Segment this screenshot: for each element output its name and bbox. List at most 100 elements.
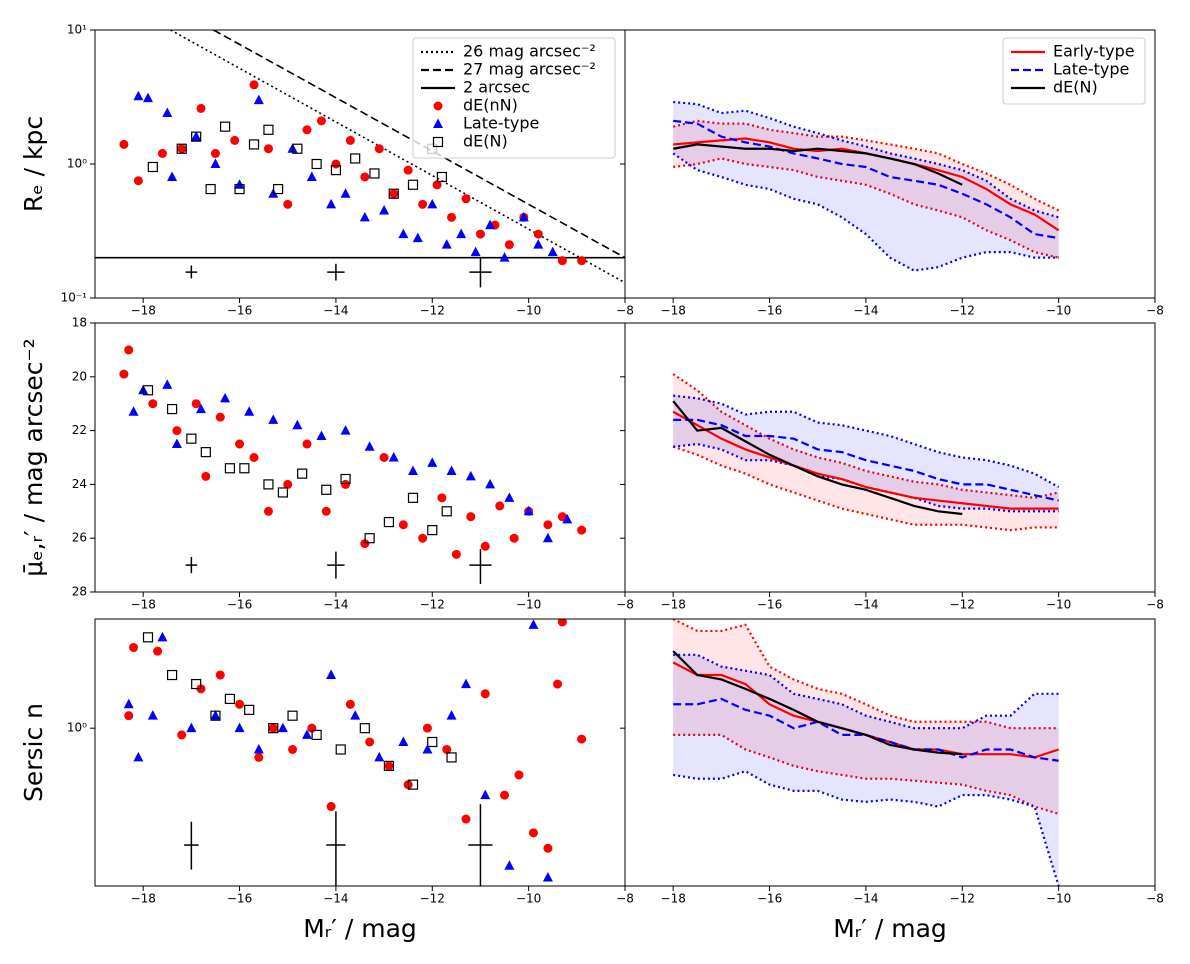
x-tick-label: −8 xyxy=(1146,598,1164,612)
x-tick-label: −16 xyxy=(227,598,252,612)
point xyxy=(215,670,225,680)
point xyxy=(123,698,134,709)
point xyxy=(215,412,225,422)
point xyxy=(509,533,519,543)
plot-area xyxy=(672,100,1060,272)
point xyxy=(466,512,476,522)
median-line xyxy=(673,418,1059,502)
x-tick-label: −10 xyxy=(516,304,541,318)
x-tick-label: −10 xyxy=(1046,304,1071,318)
y-tick-label: 28 xyxy=(72,585,87,599)
x-tick-label: −14 xyxy=(853,304,878,318)
x-tick-label: −18 xyxy=(131,892,156,906)
x-tick-label: −16 xyxy=(757,598,782,612)
point xyxy=(124,711,134,721)
x-tick-label: −8 xyxy=(1146,892,1164,906)
x-tick-label: −12 xyxy=(420,892,445,906)
point xyxy=(340,188,351,198)
point xyxy=(495,501,505,511)
point xyxy=(359,211,370,222)
point xyxy=(364,441,375,451)
point xyxy=(147,710,158,720)
legend-label: Late-type xyxy=(463,114,539,133)
point xyxy=(330,165,342,176)
point xyxy=(166,403,178,415)
point xyxy=(533,229,543,239)
point xyxy=(398,228,409,239)
x-axis-label: Mᵣ′ / mag xyxy=(303,914,417,943)
plot-area xyxy=(123,619,587,886)
point xyxy=(143,92,153,103)
legend-box xyxy=(412,37,616,159)
point xyxy=(176,143,187,154)
y-tick-label: 26 xyxy=(72,531,87,545)
legend-label: Late-type xyxy=(1053,60,1129,79)
point xyxy=(480,541,490,551)
point xyxy=(407,492,419,503)
point xyxy=(427,198,438,209)
point xyxy=(403,165,413,175)
y-axis-label: Sersic n xyxy=(19,703,48,802)
point xyxy=(388,188,399,199)
point xyxy=(504,860,515,870)
point xyxy=(254,752,264,762)
y-axis-label: Rₑ / kpc xyxy=(19,116,48,212)
point xyxy=(166,669,178,681)
point xyxy=(210,710,221,720)
point xyxy=(248,139,260,150)
point xyxy=(142,385,154,396)
point xyxy=(220,392,231,403)
point xyxy=(379,453,389,462)
point xyxy=(359,723,370,734)
point xyxy=(499,252,510,262)
band xyxy=(673,120,1059,258)
band xyxy=(673,374,1059,531)
point xyxy=(288,744,298,754)
point xyxy=(326,198,337,209)
point xyxy=(383,516,395,528)
y-tick-label: 10⁰ xyxy=(67,721,87,735)
axes-frame xyxy=(94,322,626,593)
point xyxy=(283,479,293,489)
median-line xyxy=(672,410,1059,510)
point xyxy=(210,158,221,168)
point xyxy=(268,723,279,734)
point xyxy=(205,183,216,195)
point xyxy=(557,619,567,627)
point xyxy=(128,406,139,416)
point xyxy=(186,722,197,733)
x-tick-label: −16 xyxy=(757,892,782,906)
point xyxy=(277,487,289,498)
median-line xyxy=(672,143,963,186)
point xyxy=(447,212,457,222)
x-tick-label: −8 xyxy=(616,892,634,906)
x-tick-label: −14 xyxy=(323,304,348,318)
point xyxy=(147,161,158,173)
point xyxy=(360,172,370,182)
point xyxy=(340,473,351,485)
point xyxy=(311,729,322,741)
point xyxy=(350,710,361,720)
x-tick-label: −18 xyxy=(661,598,686,612)
x-tick-label: −8 xyxy=(616,304,634,318)
point xyxy=(442,744,452,754)
point xyxy=(518,211,529,222)
point xyxy=(253,743,264,754)
point xyxy=(364,533,375,544)
y-tick-label: 10⁻¹ xyxy=(61,291,88,305)
point xyxy=(200,447,211,458)
point xyxy=(219,121,231,132)
point xyxy=(244,704,255,715)
point xyxy=(418,533,428,543)
reference-line xyxy=(170,30,625,284)
point xyxy=(244,406,255,416)
point xyxy=(153,646,163,656)
legend-label: 2 arcsec xyxy=(463,78,530,97)
point xyxy=(436,171,448,183)
point xyxy=(528,619,539,629)
x-tick-label: −10 xyxy=(516,598,541,612)
point xyxy=(577,734,587,744)
point xyxy=(427,525,438,536)
point xyxy=(350,153,361,164)
